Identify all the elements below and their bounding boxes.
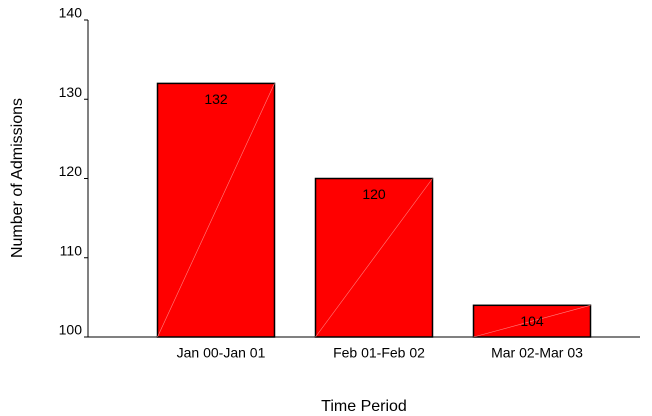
y-tick-label: 120 bbox=[59, 163, 83, 179]
value-label: 132 bbox=[204, 91, 228, 107]
x-axis-title: Time Period bbox=[321, 398, 407, 415]
y-tick-label: 130 bbox=[59, 84, 83, 100]
bar-shading bbox=[315, 178, 433, 338]
value-label: 120 bbox=[362, 186, 386, 202]
y-tick-label: 140 bbox=[59, 5, 83, 21]
x-tick-label: Jan 00-Jan 01 bbox=[177, 345, 266, 361]
y-tick-label: 100 bbox=[59, 322, 83, 338]
bar-shading bbox=[473, 305, 591, 338]
y-tick-label: 110 bbox=[60, 242, 83, 258]
value-label: 104 bbox=[520, 313, 544, 329]
x-tick-label: Mar 02-Mar 03 bbox=[491, 345, 583, 361]
bar-shading bbox=[157, 83, 275, 338]
y-axis-title: Number of Admissions bbox=[9, 98, 26, 258]
x-tick-label: Feb 01-Feb 02 bbox=[333, 345, 425, 361]
